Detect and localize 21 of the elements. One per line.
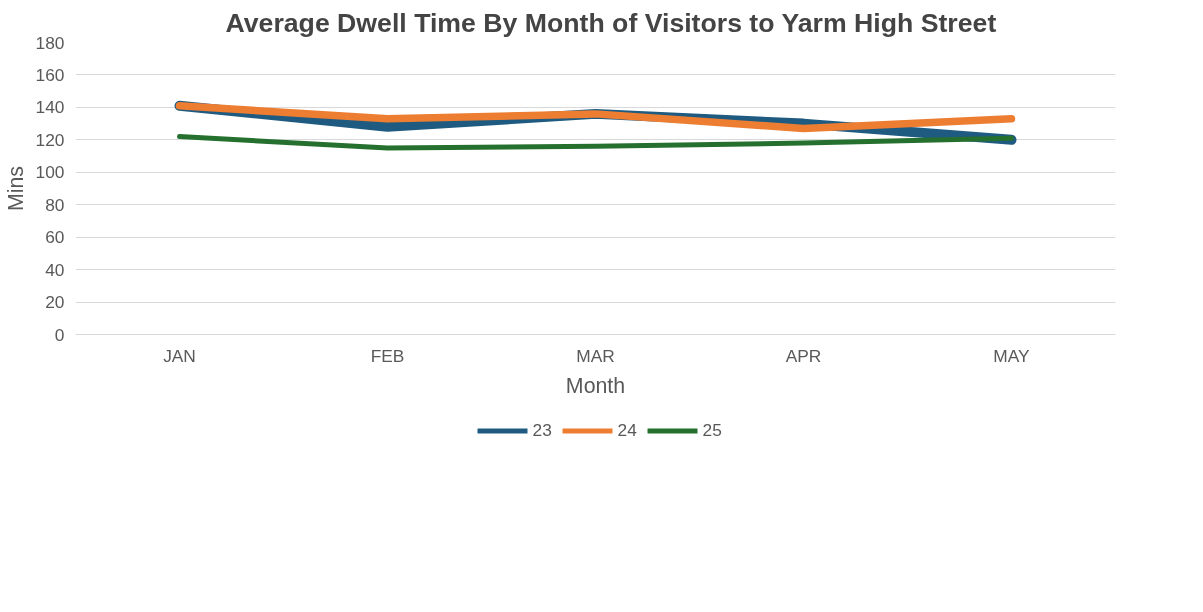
y-tick-label: 140	[35, 97, 65, 118]
y-tick-label: 100	[35, 162, 65, 183]
x-tick-label: MAY	[993, 345, 1031, 366]
y-tick-label: 0	[54, 324, 65, 345]
legend-label: 25	[702, 419, 723, 441]
y-axis-title: Mins	[3, 165, 28, 212]
y-tick-label: 180	[35, 32, 65, 53]
y-tick-label: 80	[45, 194, 65, 215]
x-tick-label: FEB	[370, 345, 405, 366]
x-tick-label: MAR	[576, 345, 615, 366]
y-tick-label: 160	[35, 64, 65, 85]
y-tick-label: 120	[35, 129, 65, 150]
x-axis-title: Month	[565, 373, 626, 398]
chart-title: Average Dwell Time By Month of Visitors to Yarm High Street	[225, 7, 997, 38]
y-tick-label: 40	[45, 259, 65, 280]
legend-label: 24	[617, 419, 638, 441]
y-tick-label: 20	[45, 292, 65, 313]
x-tick-label: APR	[785, 345, 822, 366]
x-tick-label: JAN	[163, 345, 196, 366]
legend-label: 23	[532, 419, 553, 441]
y-tick-label: 60	[45, 227, 65, 248]
